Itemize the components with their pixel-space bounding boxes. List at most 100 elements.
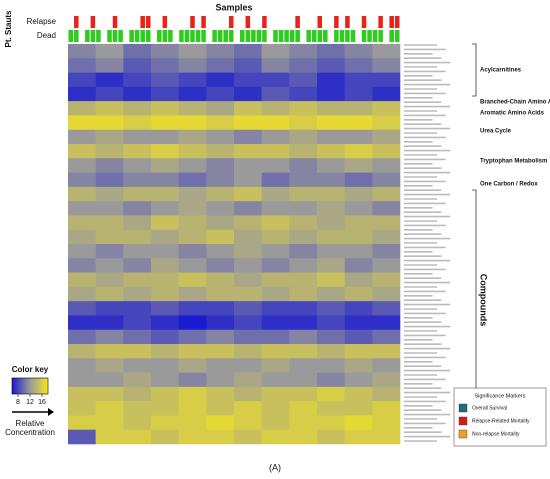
heatmap-cell <box>372 72 401 88</box>
legend-swatch <box>458 416 468 426</box>
heatmap-cell <box>372 372 401 388</box>
heatmap-cell <box>178 158 207 173</box>
heatmap-cell <box>206 186 235 202</box>
heatmap-cell <box>206 386 235 402</box>
annotation-cell <box>262 16 267 28</box>
annotation-cell <box>151 30 157 42</box>
heatmap-cell <box>344 215 373 231</box>
brackets <box>472 43 477 443</box>
heatmap-cell <box>206 86 235 102</box>
heatmap-cell <box>344 415 373 431</box>
annotation-cell <box>372 16 378 28</box>
annotation-cell <box>284 30 289 42</box>
heatmap-cell <box>234 415 262 431</box>
heatmap-cell <box>206 329 235 345</box>
heatmap-cell <box>68 258 96 273</box>
annotation-cell <box>223 16 228 28</box>
annotation-cell <box>145 16 151 28</box>
heatmap-cell <box>372 172 401 188</box>
heatmap-cell <box>123 386 152 402</box>
heatmap-cell <box>372 358 401 373</box>
color-key-tick-label: 12 <box>26 399 34 406</box>
heatmap-cell <box>123 186 152 202</box>
heatmap-cell <box>151 129 179 145</box>
heatmap-cell <box>95 429 124 445</box>
annotation-cell <box>129 16 134 28</box>
annotation-cell <box>179 30 184 42</box>
heatmap-cell <box>317 386 345 402</box>
heatmap-cell <box>68 372 96 388</box>
heatmap-cell <box>68 358 96 373</box>
heatmap-cell <box>95 58 124 73</box>
heatmap-cell <box>206 315 235 331</box>
heatmap-cell <box>151 44 179 59</box>
heatmap-cell <box>317 344 345 359</box>
heatmap-cell <box>372 258 401 273</box>
annotation-cell <box>350 16 356 28</box>
annotation-cell <box>118 30 123 42</box>
heatmap-cell <box>372 44 401 59</box>
heatmap-cell <box>206 115 235 131</box>
heatmap-cell <box>151 258 179 273</box>
heatmap-cell <box>123 72 152 88</box>
annotation-cell <box>284 16 289 28</box>
heatmap-cell <box>261 144 290 159</box>
heatmap-cell <box>261 129 290 145</box>
annotation-cell <box>350 30 356 42</box>
heatmap-cell <box>95 358 124 373</box>
heatmap-cell <box>261 386 290 402</box>
heatmap-cell <box>151 429 179 445</box>
heatmap-cell <box>123 272 152 288</box>
heatmap-cell <box>123 101 152 116</box>
heatmap-cell <box>151 329 179 345</box>
heatmap-cell <box>123 144 152 159</box>
heatmap-cell <box>123 172 152 188</box>
heatmap-cell <box>261 58 290 73</box>
heatmap-cell <box>289 44 318 59</box>
heatmap-cell <box>68 286 96 302</box>
heatmap-cell <box>344 344 373 359</box>
heatmap-cell <box>234 372 262 388</box>
heatmap-cell <box>95 329 124 345</box>
heatmap-cell <box>178 401 207 416</box>
legend-box <box>453 387 547 447</box>
heatmap-cell <box>68 315 96 331</box>
heatmap-cell <box>317 72 345 88</box>
heatmap-cell <box>178 58 207 73</box>
heatmap-cell <box>317 286 345 302</box>
annotation-label: Dead <box>37 31 56 40</box>
annotation-cell <box>334 30 339 42</box>
heatmap-cell <box>68 186 96 202</box>
annotation-cell <box>306 30 311 42</box>
annotation-cell <box>162 16 168 28</box>
legend-label: Overall Survival <box>472 405 507 411</box>
heatmap-cell <box>344 315 373 331</box>
heatmap-cell <box>68 201 96 216</box>
heatmap-cell <box>123 286 152 302</box>
group-label: Aromatic Amino Acids <box>480 111 545 117</box>
heatmap-cell <box>317 401 345 416</box>
heatmap-cell <box>261 101 290 116</box>
heatmap-cell <box>123 58 152 73</box>
annotation-cell <box>245 16 251 28</box>
heatmap-cell <box>261 344 290 359</box>
annotation-cell <box>90 16 96 28</box>
heatmap-cell <box>151 144 179 159</box>
heatmap-cell <box>178 186 207 202</box>
annotation-cell <box>251 30 256 42</box>
heatmap-cell <box>344 401 373 416</box>
heatmap-cell <box>68 329 96 345</box>
annotation-cell <box>317 16 323 28</box>
annotation-cell <box>339 16 345 28</box>
heatmap-cell <box>372 386 401 402</box>
heatmap-cell <box>234 358 262 373</box>
heatmap-cell <box>289 415 318 431</box>
heatmap-cell <box>123 129 152 145</box>
annotation-cell <box>212 30 217 42</box>
heatmap-cell <box>95 258 124 273</box>
heatmap-cell <box>289 372 318 388</box>
annotation-cell <box>184 16 190 28</box>
heatmap-cell <box>206 101 235 116</box>
row-axis-label: Compounds <box>479 274 489 327</box>
heatmap-cell <box>234 344 262 359</box>
